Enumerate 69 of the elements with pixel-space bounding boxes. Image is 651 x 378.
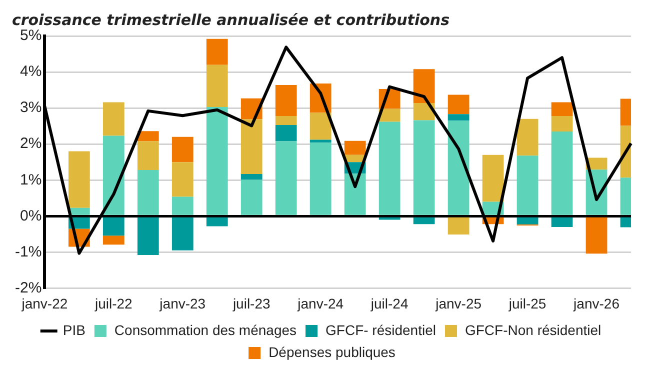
y-tick-label: -1% (14, 243, 42, 260)
x-tick-label: juil-25 (508, 295, 546, 312)
legend-label: GFCF- résidentiel (326, 322, 436, 338)
x-tick-label: janv-23 (158, 295, 206, 312)
bar (310, 112, 332, 140)
x-tick-label: janv-24 (296, 295, 344, 312)
x-tick-label: juil-24 (370, 295, 408, 312)
bar (448, 120, 470, 215)
chart-title: croissance trimestrielle annualisée et contributions (12, 10, 450, 29)
bar (413, 103, 435, 120)
y-tick-label: 0% (20, 207, 42, 224)
bar (137, 131, 159, 142)
bar (102, 236, 124, 245)
bar (344, 174, 366, 215)
bar (275, 116, 297, 125)
bar (240, 119, 262, 174)
legend-label: GFCF-Non résidentiel (464, 322, 602, 338)
bar (448, 114, 470, 121)
bar (310, 142, 332, 215)
x-tick-label: juil-22 (94, 295, 133, 312)
bar (137, 217, 159, 256)
bar (206, 217, 228, 226)
bar (206, 38, 228, 65)
bar (516, 217, 538, 224)
bar (586, 217, 608, 254)
legend-label: PIB (62, 322, 86, 338)
bar (275, 85, 297, 116)
legend-label: Dépenses publiques (268, 344, 396, 360)
x-tick-label: janv-26 (572, 295, 620, 312)
bar (413, 120, 435, 215)
x-tick-label: juil-23 (232, 295, 270, 312)
bar (240, 174, 262, 180)
bar (137, 170, 159, 215)
bar (275, 124, 297, 142)
bar (482, 154, 504, 202)
bar (240, 180, 262, 215)
bar (275, 141, 297, 215)
y-tick-label: 1% (20, 171, 42, 188)
bar (448, 94, 470, 114)
bar (172, 217, 194, 250)
bar (378, 122, 400, 215)
bar (551, 217, 573, 227)
bar (516, 118, 538, 156)
bar (102, 136, 124, 215)
bar (413, 69, 435, 104)
x-tick-label: janv-22 (20, 295, 68, 312)
bar (172, 136, 194, 162)
bar (516, 156, 538, 215)
legend-label: Consommation des ménages (114, 322, 297, 338)
bar (344, 140, 366, 155)
y-tick-label: 2% (20, 135, 42, 152)
bar (551, 116, 573, 132)
bar (102, 217, 124, 236)
y-tick-label: 3% (20, 99, 42, 116)
bar (551, 131, 573, 215)
y-tick-label: 4% (20, 63, 42, 80)
bar (172, 162, 194, 197)
bar (551, 102, 573, 116)
bar (206, 64, 228, 107)
bar (172, 196, 194, 215)
y-tick-label: 5% (20, 27, 42, 44)
bar (448, 217, 470, 235)
bar (413, 217, 435, 224)
x-tick-label: janv-25 (434, 295, 482, 312)
bar (137, 141, 159, 170)
bar (68, 151, 90, 208)
bar (206, 106, 228, 215)
bar (102, 102, 124, 136)
y-tick-label: -2% (14, 279, 42, 296)
